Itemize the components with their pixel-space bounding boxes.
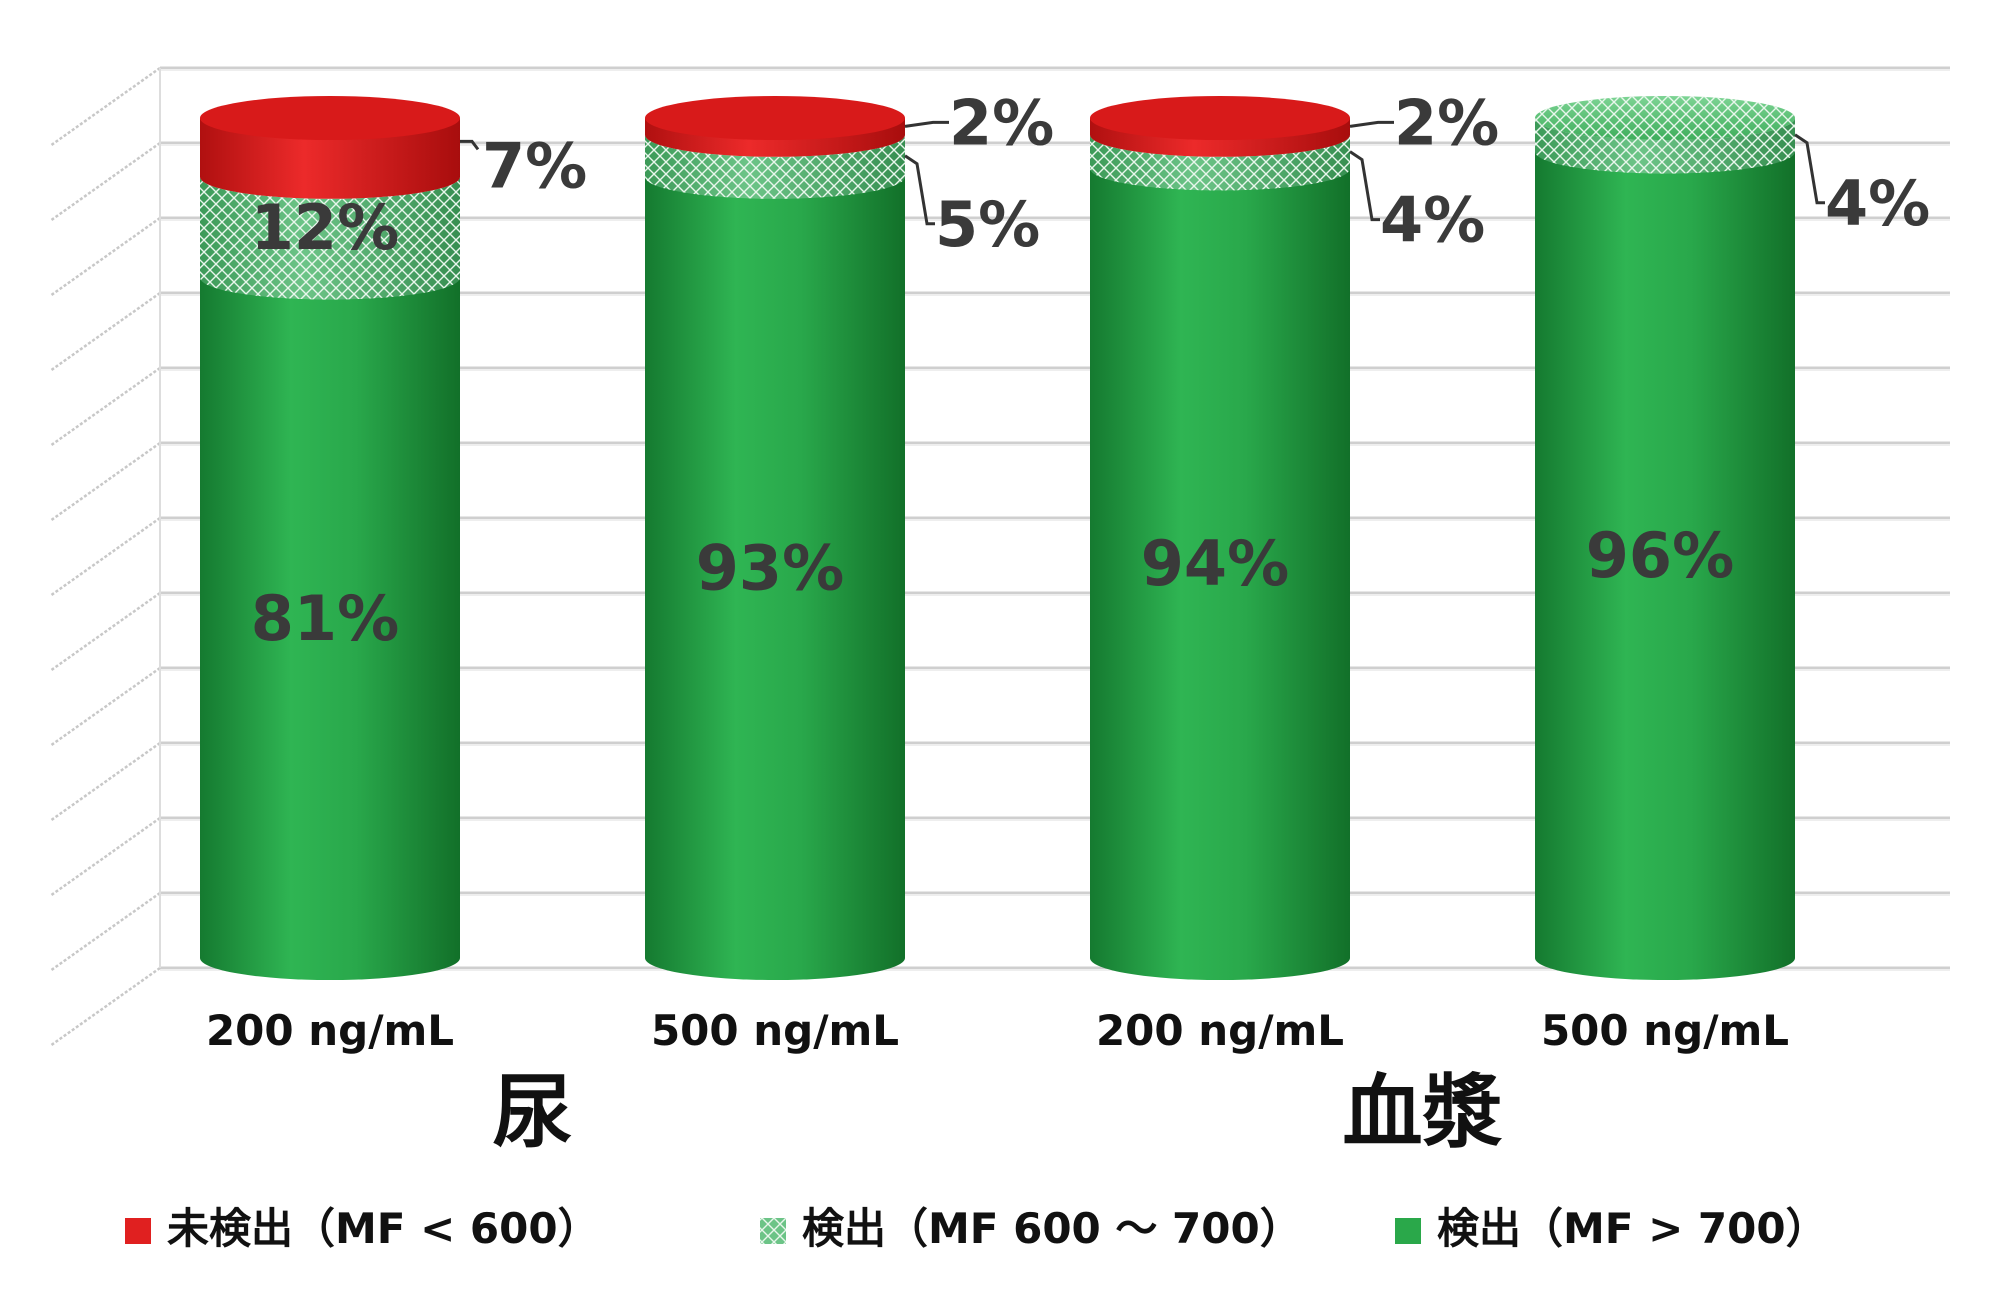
bar-segment-detected	[1535, 151, 1795, 981]
legend-swatch	[125, 1218, 151, 1244]
bars	[200, 96, 1795, 981]
bar-3	[1090, 96, 1350, 980]
bar-4	[1535, 96, 1795, 981]
bar-segment-detected	[200, 277, 460, 980]
bar-segment-detected	[645, 176, 905, 981]
group-label: 血漿	[1343, 1066, 1503, 1159]
bar-segment-mf600-700	[1535, 118, 1795, 174]
leader-line	[904, 154, 935, 226]
bar-top	[1535, 96, 1795, 140]
x-tick-label: 200 ng/mL	[1096, 1006, 1344, 1055]
bar-segment-mf600-700	[645, 134, 905, 199]
bar-segment-mf600-700	[200, 176, 460, 300]
legend-swatch	[1395, 1218, 1421, 1244]
legend-item: 検出（MF 600 ～ 700）	[760, 1204, 1302, 1253]
bar-segment-undetected	[200, 118, 460, 199]
legend-item: 未検出（MF < 600）	[125, 1204, 600, 1253]
legend-item: 検出（MF > 700）	[1395, 1204, 1828, 1253]
data-labels: 81% 12% 7% 93% 5% 2% 94% 4% 2% 96% 4%	[251, 86, 1930, 654]
label-detected: 96%	[1586, 519, 1734, 592]
label-mf600-700: 4%	[1825, 167, 1930, 240]
label-undetected: 7%	[482, 129, 587, 202]
label-mf600-700: 4%	[1380, 184, 1485, 257]
label-detected: 81%	[251, 582, 399, 655]
legend-label: 検出（MF 600 ～ 700）	[802, 1204, 1302, 1253]
label-detected: 93%	[696, 531, 844, 604]
label-mf600-700: 5%	[935, 188, 1040, 261]
gridline	[49, 66, 1950, 148]
group-label: 尿	[493, 1066, 573, 1159]
bar-top	[200, 96, 460, 140]
leader-line	[460, 139, 480, 151]
x-tick-label: 500 ng/mL	[1541, 1006, 1789, 1055]
bar-segment-detected	[1090, 168, 1350, 980]
bar-top	[645, 96, 905, 140]
bar-segment-mf600-700	[1090, 134, 1350, 191]
label-detected: 94%	[1141, 527, 1289, 600]
bar-top	[1090, 96, 1350, 140]
legend-label: 検出（MF > 700）	[1437, 1204, 1828, 1253]
bar-1	[200, 96, 460, 980]
label-undetected: 2%	[949, 86, 1054, 159]
bar-2	[645, 96, 905, 981]
x-axis: 200 ng/mL 500 ng/mL 200 ng/mL 500 ng/mL 尿 血漿	[206, 1006, 1789, 1159]
leader-line	[1349, 120, 1394, 128]
legend: 未検出（MF < 600） 検出（MF 600 ～ 700） 検出（MF > 700…	[125, 1204, 1828, 1253]
label-undetected: 2%	[1394, 86, 1499, 159]
x-tick-label: 200 ng/mL	[206, 1006, 454, 1055]
label-mf600-700: 12%	[251, 191, 399, 264]
x-tick-label: 500 ng/mL	[651, 1006, 899, 1055]
legend-label: 未検出（MF < 600）	[167, 1204, 600, 1253]
leader-line	[1349, 150, 1380, 222]
leader-line	[1794, 133, 1825, 205]
leader-line	[904, 120, 949, 128]
